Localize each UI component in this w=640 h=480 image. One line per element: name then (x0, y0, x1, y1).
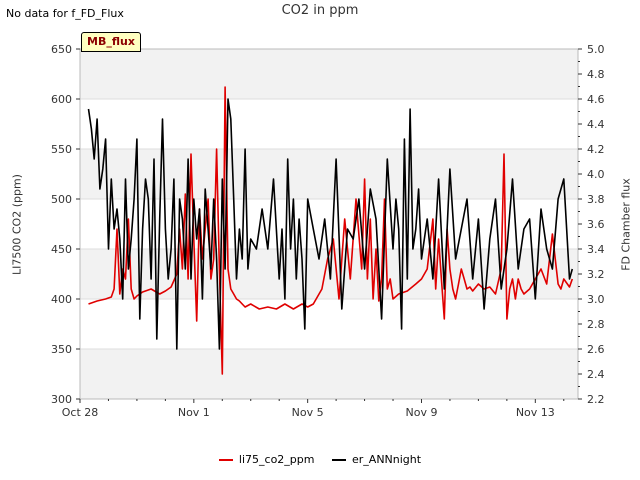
x-axis: Oct 28 Nov 1 Nov 5 Nov 9 Nov 13 (62, 399, 565, 419)
right-tick-label: 3.8 (587, 193, 605, 206)
right-tick-label: 4.0 (587, 168, 605, 181)
series-line-er_ANNnight (87, 98, 574, 350)
right-tick-label: 4.6 (587, 93, 605, 106)
chart-title: CO2 in ppm (281, 3, 359, 18)
left-tick-label: 400 (51, 293, 72, 306)
series-layer (87, 86, 574, 375)
y-axis-left-label: LI7500 CO2 (ppm) (10, 174, 24, 275)
legend-label-li75: li75_co2_ppm (238, 453, 315, 466)
legend-swatch-li75 (218, 459, 233, 461)
right-tick-label: 4.8 (587, 68, 605, 81)
left-tick-label: 450 (51, 243, 72, 256)
right-tick-label: 3.0 (587, 293, 605, 306)
x-tick-label: Nov 1 (178, 406, 210, 419)
right-tick-label: 2.2 (587, 393, 605, 406)
left-tick-label: 300 (51, 393, 72, 406)
mb-flux-badge: MB_flux (81, 32, 141, 52)
legend-item-li75[interactable]: li75_co2_ppm (218, 453, 315, 466)
left-tick-label: 600 (51, 93, 72, 106)
background-bands (80, 49, 578, 399)
left-tick-label: 550 (51, 143, 72, 156)
x-tick-label: Nov 13 (516, 406, 555, 419)
background-band (80, 349, 578, 399)
legend-item-ann[interactable]: er_ANNnight (332, 453, 421, 466)
left-axis: 300 350 400 450 500 550 600 650 (51, 43, 80, 406)
right-tick-label: 3.4 (587, 243, 605, 256)
right-tick-label: 3.6 (587, 218, 605, 231)
background-band (80, 49, 578, 99)
right-tick-label: 2.6 (587, 343, 605, 356)
y-axis-right-label: FD Chamber flux (619, 178, 633, 271)
right-tick-label: 4.2 (587, 143, 605, 156)
legend: li75_co2_ppm er_ANNnight (0, 453, 640, 466)
left-tick-label: 350 (51, 343, 72, 356)
x-tick-label: Nov 5 (292, 406, 324, 419)
right-tick-label: 5.0 (587, 43, 605, 56)
right-tick-label: 2.8 (587, 318, 605, 331)
right-tick-label: 2.4 (587, 368, 605, 381)
legend-label-ann: er_ANNnight (352, 453, 422, 466)
left-tick-label: 500 (51, 193, 72, 206)
no-data-note: No data for f_FD_Flux (6, 7, 124, 20)
series-line-li75_co2_ppm (88, 86, 574, 375)
x-tick-label: Nov 9 (406, 406, 438, 419)
right-tick-label: 3.2 (587, 268, 605, 281)
right-tick-label: 4.4 (587, 118, 605, 131)
x-tick-label: Oct 28 (62, 406, 99, 419)
legend-swatch-ann (332, 459, 346, 461)
left-tick-label: 650 (51, 43, 72, 56)
right-axis: 2.2 2.4 2.6 2.8 3.0 3.2 3.4 3.6 3.8 4.0 4.2 4.4 4.6 4… (578, 43, 605, 406)
